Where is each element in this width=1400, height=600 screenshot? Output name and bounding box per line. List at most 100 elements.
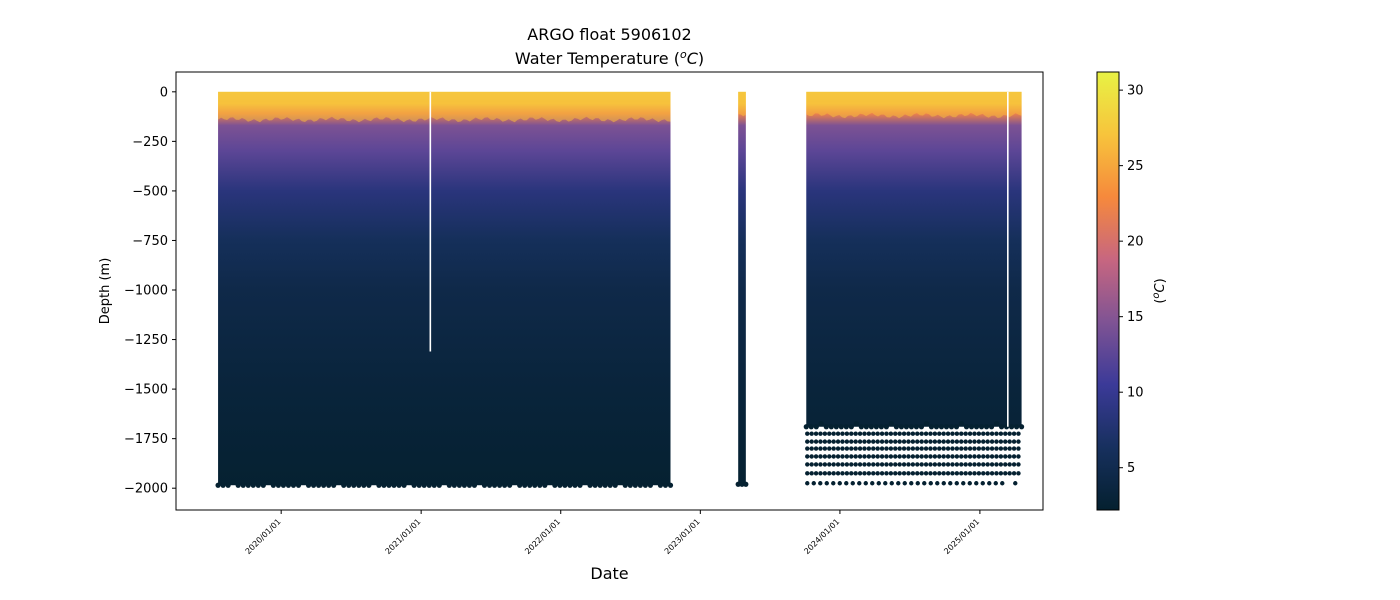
sparse-point — [871, 471, 876, 476]
sparse-point — [915, 439, 920, 444]
bottom-point — [542, 482, 548, 488]
bottom-point — [230, 479, 236, 485]
sparse-point — [937, 431, 942, 436]
sparse-point — [831, 439, 836, 444]
bottom-point — [446, 482, 452, 488]
x-tick-label: 2025/01/01 — [942, 517, 981, 556]
bottom-point — [215, 482, 221, 488]
sparse-point — [875, 471, 880, 476]
bottom-point — [341, 482, 347, 488]
sparse-point — [818, 454, 823, 459]
bottom-point — [466, 482, 473, 488]
sparse-point — [981, 471, 986, 476]
bottom-point — [391, 482, 397, 488]
sparse-point — [901, 454, 907, 459]
y-tick-label: 0 — [160, 85, 168, 100]
sparse-point — [844, 431, 850, 436]
sparse-point — [967, 481, 972, 486]
sparse-point — [937, 471, 942, 476]
sparse-point — [853, 471, 858, 476]
sparse-point — [857, 446, 863, 451]
sparse-point — [945, 471, 951, 476]
sparse-point — [959, 439, 964, 444]
sparse-point — [945, 454, 951, 459]
sparse-point — [923, 462, 929, 467]
sparse-point — [884, 439, 889, 444]
sparse-point — [932, 454, 938, 459]
bottom-point — [401, 482, 407, 488]
bottom-point — [250, 482, 256, 488]
bottom-point — [577, 482, 583, 488]
bottom-point — [240, 482, 246, 488]
sparse-point — [857, 481, 862, 486]
sparse-point — [972, 471, 977, 476]
bottom-point — [1008, 424, 1015, 430]
colorbar-label: (oC) — [1151, 278, 1168, 303]
bottom-point — [547, 479, 553, 485]
sparse-point — [959, 446, 964, 451]
bottom-point — [310, 482, 317, 488]
sparse-point — [862, 462, 867, 467]
sparse-point — [941, 481, 946, 486]
chart-subtitle: Water Temperature (oC) — [515, 48, 704, 68]
sparse-point — [862, 431, 867, 436]
sparse-point — [811, 481, 816, 486]
sparse-point — [849, 454, 854, 459]
sparse-point — [985, 439, 990, 444]
sparse-point — [863, 481, 868, 486]
sparse-point — [932, 471, 938, 476]
sparse-point — [915, 481, 920, 486]
bottom-point — [612, 482, 618, 488]
sparse-point — [941, 446, 946, 451]
bottom-point — [255, 482, 261, 488]
bottom-point — [808, 424, 814, 430]
bottom-point — [265, 479, 271, 485]
sparse-point — [818, 439, 823, 444]
sparse-point — [950, 462, 955, 467]
sparse-point — [998, 471, 1004, 476]
bottom-point — [275, 482, 281, 488]
bottom-point — [998, 424, 1005, 430]
bottom-point — [803, 424, 809, 430]
sparse-point — [835, 439, 841, 444]
sparse-point — [909, 481, 914, 486]
sparse-point — [840, 471, 845, 476]
bottom-point — [858, 424, 864, 430]
y-tick-label: −1750 — [124, 432, 168, 447]
bottom-point — [938, 424, 945, 430]
sparse-point — [871, 446, 876, 451]
sparse-point — [998, 462, 1004, 467]
y-tick-label: −750 — [132, 234, 168, 249]
sparse-point — [822, 454, 828, 459]
bottom-point — [366, 482, 372, 488]
bottom-point — [642, 482, 648, 488]
bottom-point — [918, 424, 925, 430]
sparse-point — [985, 431, 990, 436]
sparse-point — [844, 446, 850, 451]
bottom-point — [552, 482, 558, 488]
y-tick-label: −1250 — [124, 333, 168, 348]
sparse-point — [813, 471, 819, 476]
sparse-point — [941, 431, 946, 436]
sparse-point — [897, 454, 902, 459]
sparse-point — [897, 446, 902, 451]
sparse-point — [928, 446, 933, 451]
sparse-point — [1003, 439, 1008, 444]
sparse-point — [972, 431, 977, 436]
bottom-point — [617, 479, 623, 485]
sparse-point — [928, 439, 933, 444]
sparse-point — [809, 439, 814, 444]
sparse-point — [849, 462, 854, 467]
sparse-point — [857, 462, 863, 467]
bottom-point — [587, 482, 593, 488]
bottom-point — [963, 424, 970, 430]
sparse-point — [910, 471, 916, 476]
sparse-point — [963, 462, 968, 467]
sparse-point — [967, 462, 973, 467]
bottom-point — [968, 424, 975, 430]
sparse-point — [827, 471, 832, 476]
sparse-point — [871, 462, 876, 467]
bottom-point — [512, 479, 518, 485]
sparse-point — [989, 471, 995, 476]
colorbar-tick-label: 10 — [1127, 386, 1144, 401]
